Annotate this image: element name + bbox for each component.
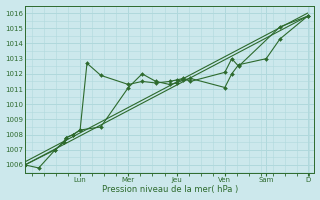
X-axis label: Pression niveau de la mer( hPa ): Pression niveau de la mer( hPa ) xyxy=(101,185,238,194)
